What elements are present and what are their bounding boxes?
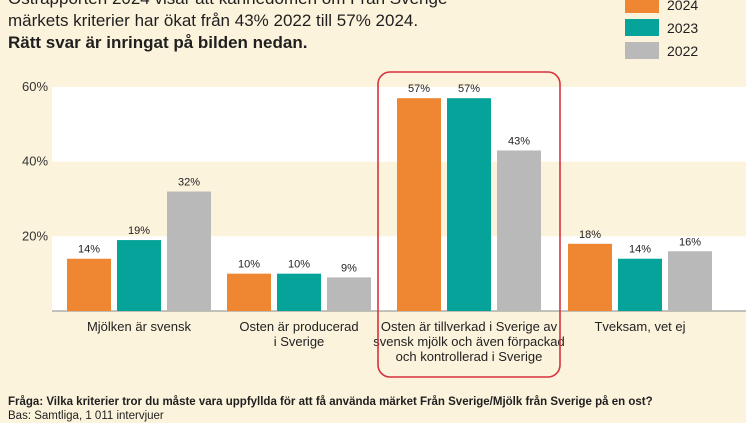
data-label: 57% xyxy=(458,83,480,95)
x-category-label: Mjölken är svensk xyxy=(87,319,192,334)
bar-2023 xyxy=(117,240,161,311)
intro-text: Ostrapporten 2024 visar att kännedomen o… xyxy=(8,0,568,54)
legend-label-2022: 2022 xyxy=(667,42,699,59)
legend-swatch-2022 xyxy=(625,42,659,59)
data-label: 9% xyxy=(341,262,357,274)
x-category-label: och kontrollerad i Sverige xyxy=(396,349,543,364)
y-tick-label: 40% xyxy=(22,154,48,169)
bar-2023 xyxy=(277,273,321,311)
correct-answer-highlight xyxy=(377,71,561,378)
intro-line-2: märkets kriterier har ökat från 43% 2022… xyxy=(8,11,419,30)
chart-legend: 2024 2023 2022 xyxy=(625,0,740,63)
data-label: 19% xyxy=(128,225,150,237)
x-category-label: Osten är producerad xyxy=(239,319,358,334)
data-label: 10% xyxy=(238,259,260,271)
y-tick-label: 60% xyxy=(22,79,48,94)
bar-2024 xyxy=(227,273,271,311)
data-label: 32% xyxy=(178,177,200,189)
bar-2024 xyxy=(67,258,111,311)
x-category-label: Tveksam, vet ej xyxy=(594,319,685,334)
legend-swatch-2024 xyxy=(625,0,659,13)
data-label: 16% xyxy=(679,236,701,248)
legend-label-2023: 2023 xyxy=(667,19,699,36)
data-label: 57% xyxy=(408,83,430,95)
data-label: 10% xyxy=(288,259,310,271)
legend-item-2022: 2022 xyxy=(625,40,740,61)
bar-2023 xyxy=(447,98,491,311)
bar-2022 xyxy=(327,277,371,311)
bar-2022 xyxy=(497,150,541,311)
bar-2022 xyxy=(668,251,712,311)
data-label: 18% xyxy=(579,229,601,241)
legend-item-2023: 2023 xyxy=(625,17,740,38)
data-label: 14% xyxy=(78,244,100,256)
bar-2022 xyxy=(167,191,211,311)
intro-answer-note: Rätt svar är inringat på bilden nedan. xyxy=(8,33,308,52)
legend-item-2024: 2024 xyxy=(625,0,740,15)
survey-question: Fråga: Vilka kriterier tror du måste var… xyxy=(8,396,653,408)
data-label: 43% xyxy=(508,135,530,147)
survey-base: Bas: Samtliga, 1 011 intervjuer xyxy=(8,410,164,422)
x-category-label: svensk mjölk och även förpackad xyxy=(373,334,564,349)
bar-2024 xyxy=(568,243,612,311)
y-tick-label: 20% xyxy=(22,228,48,243)
legend-swatch-2023 xyxy=(625,19,659,36)
bar-2023 xyxy=(618,258,662,311)
x-category-label: Osten är tillverkad i Sverige av xyxy=(381,319,558,334)
bar-2024 xyxy=(397,98,441,311)
legend-label-2024: 2024 xyxy=(667,0,699,13)
x-category-label: i Sverige xyxy=(274,334,325,349)
data-label: 14% xyxy=(629,244,651,256)
intro-line-1: Ostrapporten 2024 visar att kännedomen o… xyxy=(8,0,568,10)
